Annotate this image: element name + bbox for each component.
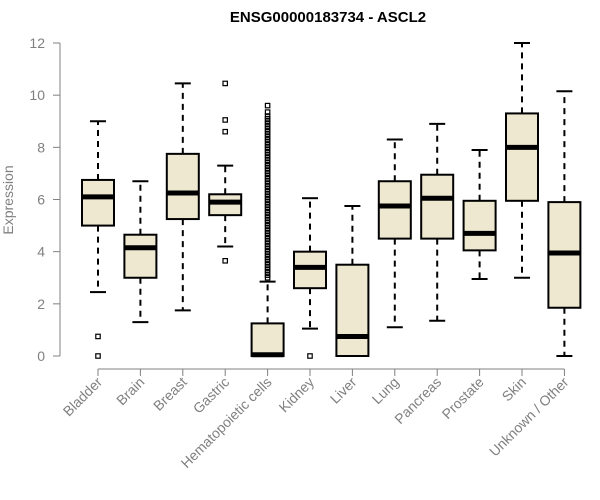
outlier-4-64 <box>264 102 271 109</box>
y-tick-label-8: 8 <box>37 139 45 155</box>
box-2 <box>165 82 200 312</box>
box-7 <box>377 138 412 329</box>
box-3 <box>208 80 243 264</box>
outlier-4-63 <box>264 109 271 115</box>
x-tick-label-1: Brain <box>113 374 147 408</box>
box-5 <box>293 197 327 359</box>
box-4 <box>250 102 285 358</box>
boxes-layer <box>81 42 582 359</box>
box-0 <box>81 120 115 359</box>
y-tick-label-10: 10 <box>29 87 45 103</box>
outlier-3-1 <box>222 128 229 135</box>
iqr-box-6 <box>335 263 370 358</box>
iqr-box-1 <box>123 233 158 279</box>
outlier-0-0 <box>95 353 101 359</box>
x-tick-label-8: Pancreas <box>391 374 444 427</box>
iqr-box-3 <box>208 193 243 217</box>
x-tick-label-5: Kidney <box>276 374 318 416</box>
y-axis-label: Expression <box>0 165 16 234</box>
box-10 <box>505 42 539 279</box>
box-11 <box>547 90 582 357</box>
outlier-3-0 <box>222 257 229 264</box>
iqr-box-9 <box>462 199 497 252</box>
x-tick-label-0: Bladder <box>60 374 106 420</box>
outlier-5-0 <box>307 353 313 359</box>
box-8 <box>420 122 455 322</box>
box-6 <box>335 205 370 358</box>
y-tick-label-6: 6 <box>37 192 45 208</box>
chart-title: ENSG00000183734 - ASCL2 <box>230 9 426 26</box>
x-tick-label-7: Lung <box>369 374 402 407</box>
outlier-3-3 <box>222 80 229 87</box>
outlier-3-2 <box>222 117 229 123</box>
x-tick-label-2: Breast <box>150 374 190 414</box>
y-tick-label-0: 0 <box>37 348 45 364</box>
iqr-box-10 <box>505 112 539 202</box>
y-tick-label-12: 12 <box>29 35 45 51</box>
y-tick-label-4: 4 <box>37 244 45 260</box>
iqr-box-8 <box>420 173 455 240</box>
iqr-box-7 <box>377 180 412 240</box>
box-9 <box>462 148 497 281</box>
iqr-box-0 <box>81 178 115 227</box>
iqr-box-5 <box>293 250 327 290</box>
x-tick-label-10: Skin <box>499 374 530 405</box>
outlier-0-1 <box>95 333 101 340</box>
y-axis: 0 2 4 6 8 10 12 <box>29 35 61 364</box>
y-tick-label-2: 2 <box>37 296 45 312</box>
x-tick-label-6: Liver <box>327 374 360 407</box>
x-tick-label-9: Prostate <box>439 374 487 422</box>
x-tick-label-11: Unknown / Other <box>486 374 572 460</box>
iqr-box-2 <box>165 152 200 221</box>
iqr-box-4 <box>250 322 285 358</box>
box-1 <box>123 180 158 324</box>
